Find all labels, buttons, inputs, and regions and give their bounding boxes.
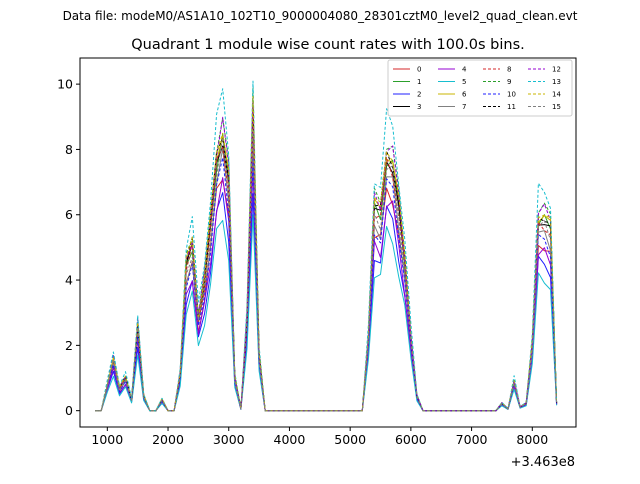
legend-label-13: 13 (552, 78, 561, 86)
data-file-label: Data file: modeM0/AS1A10_102T10_90000040… (63, 9, 578, 23)
legend-label-14: 14 (552, 91, 561, 99)
x-axis-offset-label: +3.463e8 (511, 455, 575, 470)
legend-label-10: 10 (507, 91, 516, 99)
legend-label-6: 6 (462, 91, 467, 99)
x-tick-label: 1000 (91, 432, 123, 447)
legend-label-15: 15 (552, 103, 561, 111)
legend-label-2: 2 (417, 91, 421, 99)
y-tick-label: 0 (65, 403, 73, 418)
y-tick-label: 4 (65, 273, 73, 288)
legend-label-3: 3 (417, 103, 421, 111)
x-tick-label: 6000 (395, 432, 427, 447)
legend-label-9: 9 (507, 78, 511, 86)
x-tick-label: 5000 (334, 432, 366, 447)
x-tick-label: 8000 (516, 432, 548, 447)
y-tick-label: 2 (65, 338, 73, 353)
series-line-15 (95, 129, 558, 412)
plot-frame (79, 57, 577, 428)
legend-label-0: 0 (417, 66, 421, 74)
legend-label-12: 12 (552, 66, 561, 74)
plot-lines (95, 80, 558, 412)
legend-label-11: 11 (507, 103, 516, 111)
legend-label-5: 5 (462, 78, 466, 86)
y-tick-label: 6 (65, 207, 73, 222)
legend-label-1: 1 (417, 78, 421, 86)
legend-label-8: 8 (507, 66, 511, 74)
series-line-13 (95, 80, 558, 412)
x-tick-label: 3000 (213, 432, 245, 447)
chart-title: Quadrant 1 module wise count rates with … (131, 37, 525, 53)
x-tick-label: 2000 (152, 432, 184, 447)
legend-label-7: 7 (462, 103, 466, 111)
y-tick-label: 8 (65, 142, 73, 157)
y-tick-label: 10 (57, 77, 73, 92)
legend-box (387, 59, 573, 117)
x-tick-label: 4000 (274, 432, 306, 447)
x-tick-label: 7000 (456, 432, 488, 447)
legend-label-4: 4 (462, 66, 467, 74)
